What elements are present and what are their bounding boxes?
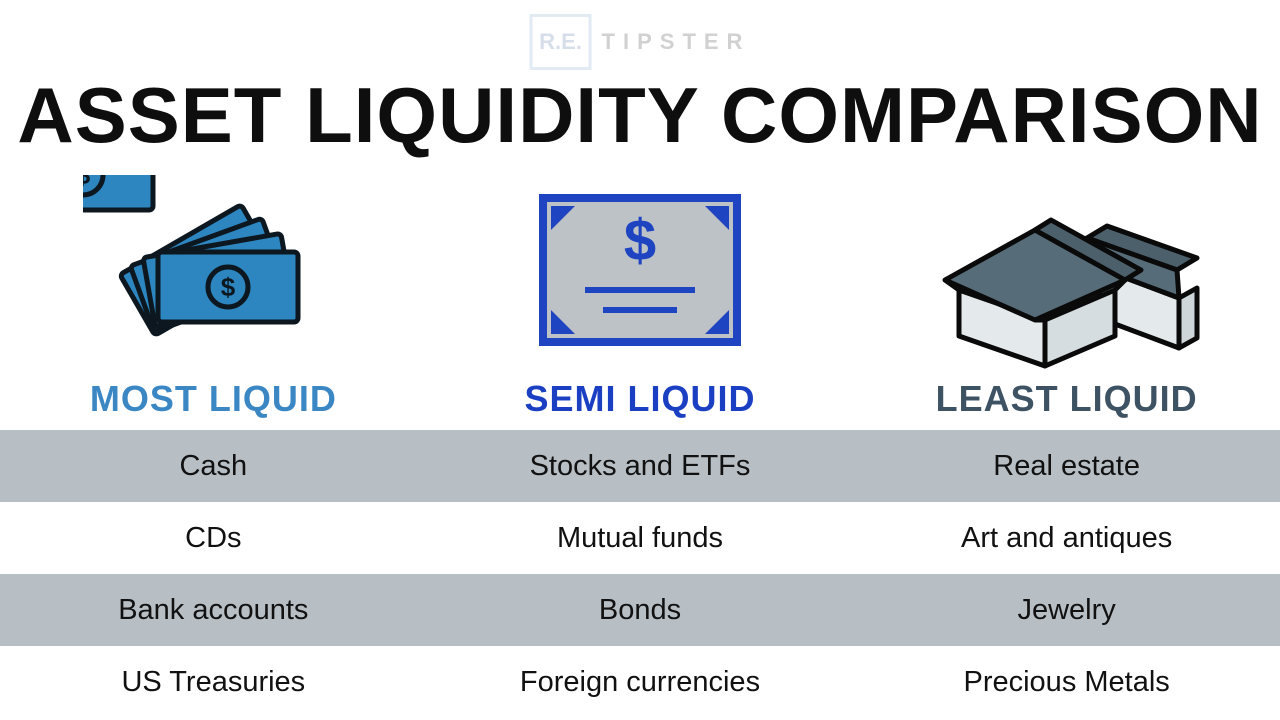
table-cell: Real estate	[853, 430, 1280, 502]
table-cell: Foreign currencies	[427, 646, 854, 718]
icon-least-liquid	[853, 170, 1280, 370]
table-cell: Jewelry	[853, 574, 1280, 646]
table-cell: Cash	[0, 430, 427, 502]
table-row: US Treasuries Foreign currencies Preciou…	[0, 646, 1280, 718]
table-row: CDs Mutual funds Art and antiques	[0, 502, 1280, 574]
table-cell: Bonds	[427, 574, 854, 646]
table-cell: CDs	[0, 502, 427, 574]
heading-most-liquid: MOST LIQUID	[0, 378, 427, 420]
logo-watermark: R.E. TIPSTER	[530, 14, 751, 70]
table-cell: US Treasuries	[0, 646, 427, 718]
page-title: ASSET LIQUIDITY COMPARISON	[0, 70, 1280, 161]
table-cell: Art and antiques	[853, 502, 1280, 574]
cash-icon: $	[83, 175, 343, 365]
house-icon	[927, 170, 1207, 370]
table-row: Bank accounts Bonds Jewelry	[0, 574, 1280, 646]
table-cell: Mutual funds	[427, 502, 854, 574]
icon-row: $ $	[0, 170, 1280, 370]
logo-box: R.E.	[530, 14, 592, 70]
svg-text:$: $	[624, 208, 656, 273]
heading-least-liquid: LEAST LIQUID	[853, 378, 1280, 420]
comparison-table: Cash Stocks and ETFs Real estate CDs Mut…	[0, 430, 1280, 718]
icon-most-liquid: $	[0, 170, 427, 370]
table-cell: Stocks and ETFs	[427, 430, 854, 502]
svg-text:$: $	[83, 175, 91, 190]
heading-row: MOST LIQUID SEMI LIQUID LEAST LIQUID	[0, 378, 1280, 420]
certificate-icon: $	[525, 180, 755, 360]
icon-semi-liquid: $	[427, 170, 854, 370]
table-row: Cash Stocks and ETFs Real estate	[0, 430, 1280, 502]
table-cell: Bank accounts	[0, 574, 427, 646]
logo-text: TIPSTER	[602, 29, 751, 55]
heading-semi-liquid: SEMI LIQUID	[427, 378, 854, 420]
table-cell: Precious Metals	[853, 646, 1280, 718]
